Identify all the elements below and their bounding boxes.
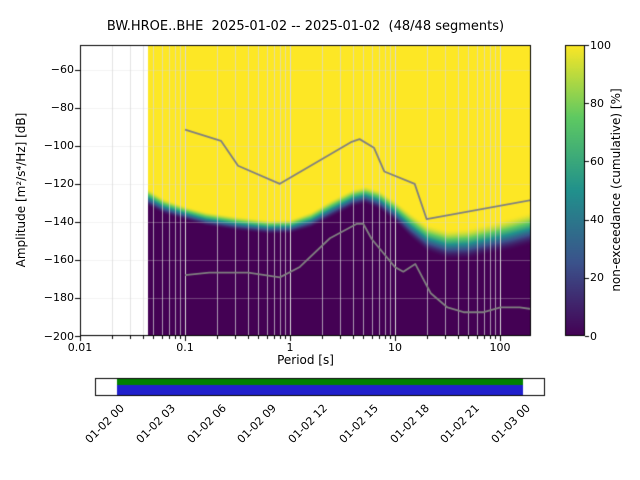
x-tick-label: 100 (489, 341, 511, 354)
y-tick-label: −160 (43, 253, 74, 267)
x-axis-label: Period [s] (277, 353, 334, 367)
colorbar-label: non-exceedance (cumulative) [%] (609, 88, 623, 292)
x-tick-label: 0.1 (176, 341, 194, 354)
colorbar-tick-label: 80 (590, 96, 604, 110)
y-tick-label: −80 (50, 101, 74, 115)
y-tick-label: −140 (43, 215, 74, 229)
x-tick-label: 10 (388, 341, 402, 354)
x-tick-label: 1 (286, 341, 294, 354)
plot-title: BW.HROE..BHE 2025-01-02 -- 2025-01-02 (4… (106, 19, 505, 34)
y-tick-label: −100 (43, 139, 74, 153)
colorbar-tick-label: 100 (590, 38, 611, 52)
y-tick-label: −60 (50, 63, 74, 77)
y-tick-label: −120 (43, 177, 74, 191)
y-tick-label: −200 (43, 329, 74, 343)
colorbar-tick-label: 0 (590, 329, 597, 343)
x-tick-label: 0.01 (67, 341, 93, 354)
y-tick-label: −180 (43, 291, 74, 305)
colorbar-tick-label: 20 (590, 271, 604, 285)
colorbar-tick-label: 60 (590, 154, 604, 168)
colorbar-tick-label: 40 (590, 213, 604, 227)
